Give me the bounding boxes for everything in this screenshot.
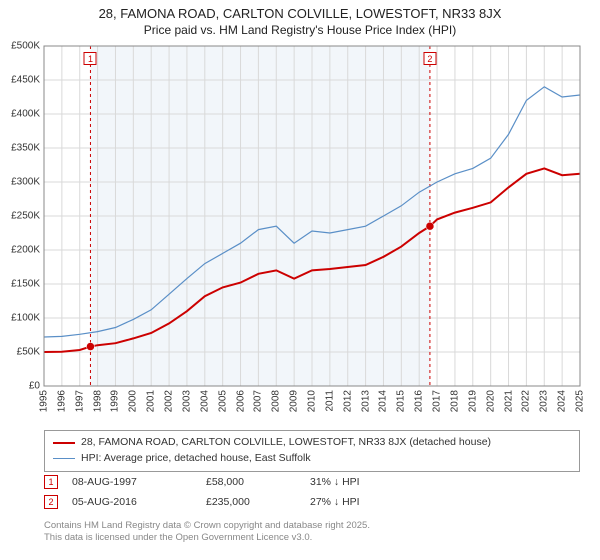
y-tick-label: £500K bbox=[11, 41, 40, 52]
legend-swatch bbox=[53, 458, 75, 459]
x-tick-label: 2005 bbox=[217, 390, 228, 412]
x-tick-label: 1995 bbox=[39, 390, 50, 412]
x-tick-label: 2010 bbox=[307, 390, 318, 412]
marker-price: £58,000 bbox=[206, 476, 296, 488]
title-address: 28, FAMONA ROAD, CARLTON COLVILLE, LOWES… bbox=[0, 6, 600, 21]
marker-table-row: 1 08-AUG-1997 £58,000 31% ↓ HPI bbox=[44, 472, 580, 492]
x-tick-label: 1998 bbox=[92, 390, 103, 412]
x-tick-label: 2017 bbox=[432, 390, 443, 412]
x-tick-label: 2014 bbox=[378, 390, 389, 412]
marker-pct: 27% ↓ HPI bbox=[310, 496, 400, 508]
marker-table-row: 2 05-AUG-2016 £235,000 27% ↓ HPI bbox=[44, 492, 580, 512]
legend: 28, FAMONA ROAD, CARLTON COLVILLE, LOWES… bbox=[44, 430, 580, 472]
x-tick-label: 2022 bbox=[521, 390, 532, 412]
footer-line2: This data is licensed under the Open Gov… bbox=[44, 532, 580, 544]
legend-row: 28, FAMONA ROAD, CARLTON COLVILLE, LOWES… bbox=[53, 435, 571, 451]
x-tick-label: 2013 bbox=[360, 390, 371, 412]
x-tick-label: 2016 bbox=[414, 390, 425, 412]
chart-area: 12 bbox=[44, 46, 580, 386]
x-tick-label: 2001 bbox=[146, 390, 157, 412]
y-tick-label: £250K bbox=[11, 211, 40, 222]
x-tick-label: 2012 bbox=[342, 390, 353, 412]
y-axis: £0£50K£100K£150K£200K£250K£300K£350K£400… bbox=[0, 46, 44, 386]
x-tick-label: 2015 bbox=[396, 390, 407, 412]
x-tick-label: 2024 bbox=[557, 390, 568, 412]
x-tick-label: 1997 bbox=[74, 390, 85, 412]
x-tick-label: 2021 bbox=[503, 390, 514, 412]
title-subtitle: Price paid vs. HM Land Registry's House … bbox=[0, 23, 600, 37]
y-tick-label: £200K bbox=[11, 245, 40, 256]
marker-date: 05-AUG-2016 bbox=[72, 496, 192, 508]
title-block: 28, FAMONA ROAD, CARLTON COLVILLE, LOWES… bbox=[0, 0, 600, 37]
x-tick-label: 2023 bbox=[539, 390, 550, 412]
footer-line1: Contains HM Land Registry data © Crown c… bbox=[44, 520, 580, 532]
y-tick-label: £300K bbox=[11, 177, 40, 188]
legend-label: HPI: Average price, detached house, East… bbox=[81, 451, 311, 467]
legend-row: HPI: Average price, detached house, East… bbox=[53, 451, 571, 467]
footer: Contains HM Land Registry data © Crown c… bbox=[44, 520, 580, 545]
x-tick-label: 2004 bbox=[199, 390, 210, 412]
x-tick-label: 2019 bbox=[467, 390, 478, 412]
marker-date: 08-AUG-1997 bbox=[72, 476, 192, 488]
chart-container: 28, FAMONA ROAD, CARLTON COLVILLE, LOWES… bbox=[0, 0, 600, 560]
marker-badge: 2 bbox=[44, 495, 58, 509]
marker-price: £235,000 bbox=[206, 496, 296, 508]
x-tick-label: 2020 bbox=[485, 390, 496, 412]
legend-label: 28, FAMONA ROAD, CARLTON COLVILLE, LOWES… bbox=[81, 435, 491, 451]
y-tick-label: £50K bbox=[17, 347, 40, 358]
x-tick-label: 2018 bbox=[449, 390, 460, 412]
x-tick-label: 1999 bbox=[110, 390, 121, 412]
x-tick-label: 2002 bbox=[164, 390, 175, 412]
x-tick-label: 2011 bbox=[324, 390, 335, 412]
marker-pct: 31% ↓ HPI bbox=[310, 476, 400, 488]
y-tick-label: £450K bbox=[11, 75, 40, 86]
y-tick-label: £400K bbox=[11, 109, 40, 120]
x-tick-label: 2008 bbox=[271, 390, 282, 412]
y-tick-label: £150K bbox=[11, 279, 40, 290]
x-tick-label: 2000 bbox=[128, 390, 139, 412]
chart-marker-badge: 2 bbox=[423, 52, 436, 65]
plot-svg bbox=[44, 46, 580, 386]
x-tick-label: 2007 bbox=[253, 390, 264, 412]
marker-table: 1 08-AUG-1997 £58,000 31% ↓ HPI 2 05-AUG-2016… bbox=[44, 472, 580, 512]
x-tick-label: 2003 bbox=[181, 390, 192, 412]
marker-badge: 1 bbox=[44, 475, 58, 489]
legend-swatch bbox=[53, 442, 75, 444]
x-tick-label: 2025 bbox=[575, 390, 586, 412]
x-tick-label: 2006 bbox=[235, 390, 246, 412]
chart-marker-badge: 1 bbox=[84, 52, 97, 65]
y-tick-label: £350K bbox=[11, 143, 40, 154]
x-tick-label: 1996 bbox=[56, 390, 67, 412]
y-tick-label: £100K bbox=[11, 313, 40, 324]
x-axis: 1995199619971998199920002001200220032004… bbox=[44, 386, 580, 430]
x-tick-label: 2009 bbox=[289, 390, 300, 412]
